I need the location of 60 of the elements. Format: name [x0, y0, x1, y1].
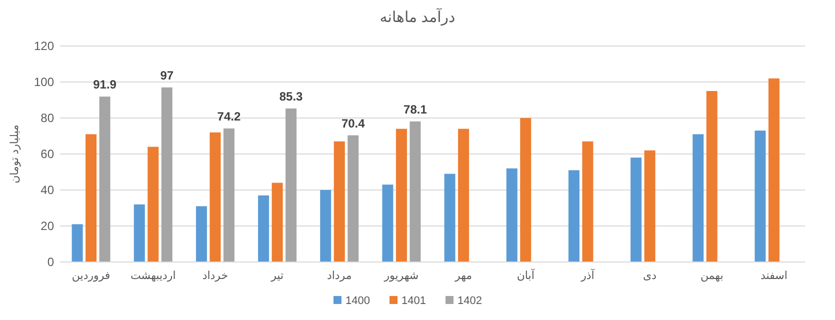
bar — [458, 128, 470, 262]
data-label: 74.2 — [217, 109, 241, 124]
y-tick-label: 100 — [34, 75, 54, 89]
bar — [410, 121, 421, 262]
x-tick-label: مرداد — [326, 270, 352, 282]
y-tick-label: 80 — [40, 111, 54, 125]
bar — [258, 195, 270, 262]
x-tick-label: اسفند — [760, 270, 788, 282]
bar — [444, 174, 456, 262]
data-label: 85.3 — [279, 89, 304, 104]
y-tick-label: 20 — [40, 219, 54, 233]
bar — [582, 141, 594, 262]
bar — [72, 224, 83, 262]
bar — [568, 170, 580, 262]
bar — [754, 130, 766, 262]
bar — [320, 190, 332, 262]
data-label: 97 — [160, 68, 174, 82]
bar — [86, 134, 97, 262]
bar — [99, 96, 110, 262]
bar — [520, 118, 532, 262]
y-tick-label: 60 — [40, 147, 54, 161]
y-tick-label: 0 — [47, 255, 54, 269]
bar — [196, 206, 207, 262]
y-axis-title: میلیارد تومان — [9, 124, 21, 184]
y-tick-label: 120 — [34, 39, 54, 53]
bar — [706, 91, 718, 262]
bar — [382, 184, 394, 262]
x-tick-label: بهمن — [700, 270, 724, 282]
x-tick-label: شهریور — [383, 270, 419, 282]
bar — [334, 141, 345, 262]
bar — [630, 158, 642, 262]
legend-label: 1402 — [458, 295, 482, 307]
bar — [210, 132, 221, 262]
x-tick-label: خرداد — [202, 270, 228, 282]
x-tick-label: آذر — [580, 268, 596, 282]
bar — [396, 128, 407, 262]
bar — [161, 87, 172, 262]
bar — [506, 168, 518, 262]
bar — [223, 128, 234, 262]
x-tick-label: تیر — [270, 270, 284, 282]
x-tick-label: مهر — [454, 270, 472, 282]
bar — [134, 204, 145, 262]
bar — [272, 182, 283, 262]
data-label: 70.4 — [341, 116, 366, 130]
bar — [348, 135, 359, 262]
x-tick-label: اردیبهشت — [130, 270, 176, 282]
bar — [644, 150, 656, 262]
x-tick-label: دی — [643, 270, 657, 282]
legend-label: 1401 — [402, 295, 426, 307]
bar — [286, 108, 297, 262]
legend-label: 1400 — [346, 295, 370, 307]
bar — [768, 78, 780, 262]
data-label: 91.9 — [93, 78, 117, 92]
y-tick-label: 40 — [40, 183, 54, 197]
x-tick-label: فروردین — [72, 270, 110, 282]
chart-title: درآمد ماهانه — [380, 7, 456, 26]
bar — [692, 134, 704, 262]
data-label: 78.1 — [404, 102, 428, 116]
x-tick-label: آبان — [516, 268, 536, 282]
bar — [148, 146, 159, 262]
